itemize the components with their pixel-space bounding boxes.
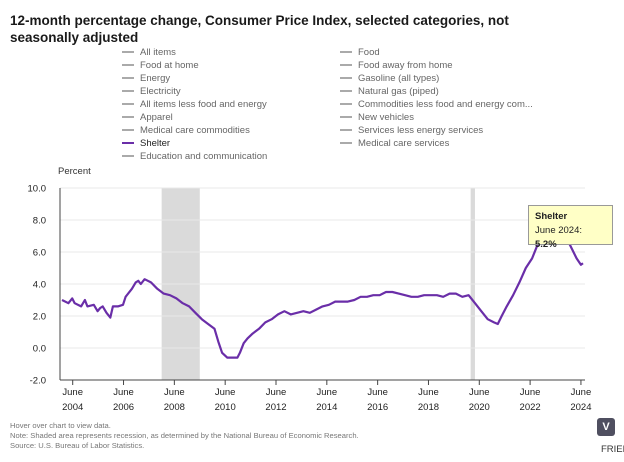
x-tick-year: 2018 bbox=[418, 402, 439, 413]
tooltip-date: June 2024: bbox=[535, 225, 583, 236]
legend-item[interactable]: Apparel bbox=[122, 111, 173, 124]
x-tick-month: June bbox=[367, 387, 388, 398]
x-tick-year: 2024 bbox=[570, 402, 591, 413]
legend-swatch bbox=[122, 76, 134, 79]
legend-item[interactable]: New vehicles bbox=[340, 111, 414, 124]
legend-swatch bbox=[122, 89, 134, 92]
legend-swatch bbox=[122, 115, 134, 118]
legend-item[interactable]: Gasoline (all types) bbox=[340, 72, 439, 85]
legend-label: Services less energy services bbox=[358, 125, 484, 136]
legend-label: Natural gas (piped) bbox=[358, 86, 439, 97]
x-tick-month: June bbox=[571, 387, 592, 398]
legend-item[interactable]: Medical care services bbox=[340, 137, 449, 150]
chart-notes: Hover over chart to view data. Note: Sha… bbox=[10, 421, 359, 451]
legend-item[interactable]: All items less food and energy bbox=[122, 98, 267, 111]
y-tick-label: 10.0 bbox=[28, 184, 47, 195]
x-tick-month: June bbox=[520, 387, 541, 398]
tooltip-number: 5.2% bbox=[535, 239, 557, 250]
legend-label: Apparel bbox=[140, 112, 173, 123]
legend-item[interactable]: Food bbox=[340, 46, 380, 59]
legend-item[interactable]: Education and communication bbox=[122, 150, 267, 163]
hover-note: Hover over chart to view data. bbox=[10, 421, 111, 430]
legend-label: Gasoline (all types) bbox=[358, 73, 440, 84]
source-note: Source: U.S. Bureau of Labor Statistics. bbox=[10, 441, 145, 450]
x-tick-month: June bbox=[113, 387, 134, 398]
chart-title: 12-month percentage change, Consumer Pri… bbox=[10, 13, 509, 45]
legend-item[interactable]: Electricity bbox=[122, 85, 181, 98]
legend-item[interactable]: Energy bbox=[122, 72, 170, 85]
legend-swatch bbox=[122, 154, 134, 157]
share-icon[interactable]: V bbox=[597, 418, 615, 436]
x-tick-month: June bbox=[164, 387, 185, 398]
legend-swatch bbox=[122, 128, 134, 131]
legend-item[interactable]: Medical care commodities bbox=[122, 124, 250, 137]
legend-label: Food away from home bbox=[358, 60, 453, 71]
x-tick-month: June bbox=[215, 387, 236, 398]
y-axis-label: Percent bbox=[58, 166, 91, 177]
legend-label: Medical care services bbox=[358, 138, 450, 149]
x-tick-month: June bbox=[418, 387, 439, 398]
legend-swatch bbox=[340, 141, 352, 144]
legend-swatch bbox=[340, 115, 352, 118]
legend-label: All items less food and energy bbox=[140, 99, 267, 110]
x-tick-year: 2016 bbox=[367, 402, 388, 413]
legend-item[interactable]: Shelter bbox=[122, 137, 170, 150]
tooltip: Shelter June 2024: 5.2% bbox=[528, 205, 613, 250]
y-tick-label: 0.0 bbox=[33, 344, 46, 355]
y-tick-label: 8.0 bbox=[33, 216, 46, 227]
cutoff-text: FRIEN bbox=[601, 444, 624, 455]
x-tick-year: 2004 bbox=[62, 402, 83, 413]
legend-label: Medical care commodities bbox=[140, 125, 250, 136]
legend-label: Electricity bbox=[140, 86, 181, 97]
x-tick-year: 2020 bbox=[469, 402, 490, 413]
legend-swatch bbox=[122, 102, 134, 105]
y-tick-label: 2.0 bbox=[33, 312, 46, 323]
legend-swatch bbox=[340, 76, 352, 79]
series-line-shelter bbox=[61, 215, 584, 359]
legend-swatch bbox=[122, 141, 134, 144]
legend-label: Shelter bbox=[140, 138, 171, 149]
legend-label: Food at home bbox=[140, 60, 199, 71]
legend-swatch bbox=[340, 50, 352, 53]
legend-label: New vehicles bbox=[358, 112, 414, 123]
legend-swatch bbox=[122, 63, 134, 66]
legend-item[interactable]: Natural gas (piped) bbox=[340, 85, 439, 98]
x-tick-month: June bbox=[469, 387, 490, 398]
x-tick-month: June bbox=[62, 387, 83, 398]
y-tick-label: 6.0 bbox=[33, 248, 46, 259]
x-tick-month: June bbox=[317, 387, 338, 398]
legend-swatch bbox=[340, 89, 352, 92]
legend-item[interactable]: All items bbox=[122, 46, 176, 59]
x-tick-year: 2022 bbox=[520, 402, 541, 413]
legend-label: Commodities less food and energy com... bbox=[358, 99, 533, 110]
x-tick-year: 2014 bbox=[316, 402, 337, 413]
x-tick-year: 2012 bbox=[265, 402, 286, 413]
legend-swatch bbox=[340, 63, 352, 66]
legend-swatch bbox=[340, 102, 352, 105]
legend-swatch bbox=[340, 128, 352, 131]
legend-swatch bbox=[122, 50, 134, 53]
x-tick-month: June bbox=[266, 387, 287, 398]
legend-item[interactable]: Food away from home bbox=[340, 59, 453, 72]
x-tick-year: 2010 bbox=[215, 402, 236, 413]
legend-label: Energy bbox=[140, 73, 171, 84]
y-tick-label: 4.0 bbox=[33, 280, 46, 291]
legend-label: All items bbox=[140, 47, 176, 58]
tooltip-value: June 2024: 5.2% bbox=[535, 224, 606, 252]
x-tick-year: 2006 bbox=[113, 402, 134, 413]
legend-label: Education and communication bbox=[140, 151, 268, 162]
y-tick-label: -2.0 bbox=[30, 376, 46, 387]
legend-item[interactable]: Food at home bbox=[122, 59, 199, 72]
x-tick-year: 2008 bbox=[164, 402, 185, 413]
tooltip-title: Shelter bbox=[535, 211, 568, 222]
legend-item[interactable]: Commodities less food and energy com... bbox=[340, 98, 533, 111]
legend-item[interactable]: Services less energy services bbox=[340, 124, 483, 137]
legend-label: Food bbox=[358, 47, 380, 58]
recession-note: Note: Shaded area represents recession, … bbox=[10, 431, 359, 440]
